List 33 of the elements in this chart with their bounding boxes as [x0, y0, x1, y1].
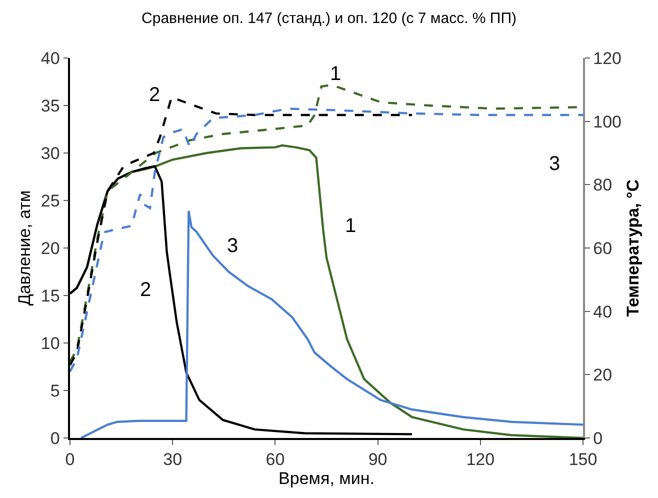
annotation: 1 — [330, 63, 342, 85]
chart-title: Сравнение оп. 147 (станд.) и оп. 120 (с 7 масс. % ПП) — [142, 10, 516, 27]
y-tick-label: 10 — [40, 334, 60, 353]
annotation: 3 — [549, 153, 560, 175]
y-tick-label: 30 — [40, 144, 60, 163]
y-tick-label: 20 — [40, 238, 60, 258]
x-tick-label: 60 — [266, 450, 285, 470]
annotation: 1 — [345, 215, 356, 237]
y-tick-label: 35 — [40, 96, 60, 116]
y-axis-title: Давление, атм — [14, 190, 34, 306]
annotation: 3 — [227, 235, 238, 257]
y-tick-label: 0 — [50, 428, 60, 448]
y2-tick-label: 120 — [593, 48, 622, 68]
y-tick-label: 15 — [40, 286, 60, 306]
y2-tick-label: 80 — [593, 176, 612, 195]
x-tick-label: 30 — [163, 450, 182, 470]
y2-tick-label: 20 — [593, 366, 612, 385]
y-tick-label: 5 — [50, 381, 60, 400]
x-tick-label: 150 — [568, 450, 598, 470]
y2-tick-label: 40 — [593, 302, 612, 322]
x-axis-title: Время, мин. — [278, 469, 374, 488]
y2-tick-label: 0 — [593, 428, 603, 448]
y-tick-label: 40 — [40, 48, 60, 68]
annotation: 2 — [140, 279, 152, 301]
line-series — [80, 210, 583, 438]
x-tick-label: 0 — [65, 450, 75, 470]
y2-tick-label: 60 — [593, 238, 612, 258]
y2-axis-title: Температура, °C — [623, 179, 642, 317]
y-tick-label: 25 — [40, 191, 60, 210]
x-tick-label: 120 — [466, 450, 495, 470]
x-tick-label: 90 — [368, 450, 388, 470]
y2-tick-label: 100 — [593, 112, 622, 132]
annotation: 2 — [149, 84, 160, 106]
